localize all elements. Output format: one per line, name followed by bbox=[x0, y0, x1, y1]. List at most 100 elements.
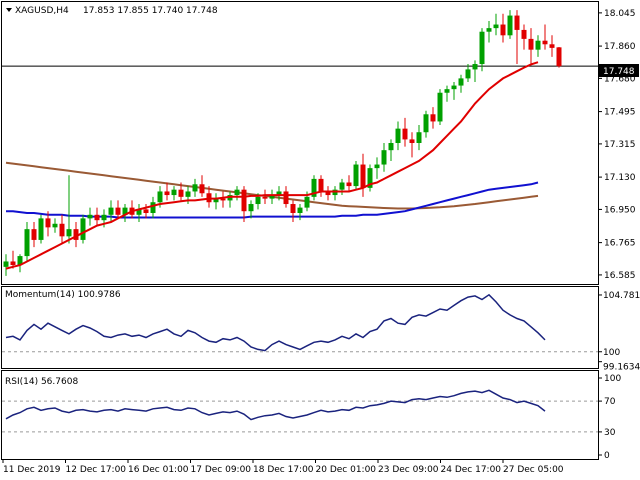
momentum-tick-label: 100 bbox=[603, 348, 620, 358]
candlestick bbox=[402, 117, 408, 147]
candlestick bbox=[171, 186, 177, 201]
candlestick bbox=[514, 10, 520, 65]
candle-body bbox=[17, 256, 23, 266]
candlestick bbox=[367, 164, 373, 192]
candle-body bbox=[101, 214, 107, 221]
symbol-label: XAGUSD,H4 bbox=[15, 6, 69, 16]
candle-body bbox=[346, 182, 352, 187]
candle-body bbox=[80, 218, 86, 240]
y-tick-label: 16.585 bbox=[604, 271, 636, 281]
candle-body bbox=[234, 189, 240, 196]
candlestick bbox=[87, 207, 93, 226]
candle-body bbox=[178, 189, 184, 197]
momentum-tick-label: 99.1634 bbox=[603, 363, 640, 373]
triangle-down-icon[interactable] bbox=[6, 8, 12, 12]
candle-body bbox=[220, 198, 226, 201]
candlestick bbox=[437, 89, 443, 126]
candle-body bbox=[115, 207, 121, 215]
candlestick bbox=[395, 121, 401, 151]
candlestick bbox=[66, 175, 72, 244]
candle-body bbox=[444, 89, 450, 93]
candlestick bbox=[52, 218, 58, 233]
candlestick bbox=[479, 28, 485, 72]
candle-body bbox=[493, 24, 499, 29]
candle-body bbox=[157, 191, 163, 203]
candlestick bbox=[143, 204, 149, 219]
candle-body bbox=[507, 15, 513, 36]
candle-body bbox=[388, 143, 394, 151]
momentum-title: Momentum(14) 100.9786 bbox=[5, 290, 121, 300]
candlestick bbox=[500, 13, 506, 43]
x-tick-label: 23 Dec 09:00 bbox=[378, 465, 439, 475]
candlestick bbox=[164, 182, 170, 201]
candlestick bbox=[269, 189, 275, 205]
candlestick bbox=[150, 196, 156, 219]
candle-body bbox=[150, 202, 156, 213]
momentum-plot bbox=[2, 293, 598, 353]
candle-body bbox=[255, 196, 261, 205]
candle-body bbox=[556, 47, 562, 67]
candle-body bbox=[52, 223, 58, 228]
candle-body bbox=[479, 31, 485, 65]
candlestick bbox=[115, 200, 121, 219]
candlestick bbox=[535, 35, 541, 57]
candlestick bbox=[94, 207, 100, 226]
candlestick bbox=[507, 10, 513, 39]
candle-body bbox=[122, 207, 128, 215]
candle-body bbox=[24, 229, 30, 257]
candlestick bbox=[262, 189, 268, 205]
candle-body bbox=[409, 139, 415, 143]
candlestick bbox=[542, 24, 548, 50]
candle-body bbox=[262, 196, 268, 199]
y-tick-label: 17.495 bbox=[604, 108, 636, 118]
candle-body bbox=[283, 191, 289, 205]
candlestick bbox=[38, 214, 44, 244]
candle-body bbox=[437, 92, 443, 122]
x-tick-label: 17 Dec 09:00 bbox=[191, 465, 252, 475]
candle-body bbox=[185, 191, 191, 197]
candle-body bbox=[31, 229, 37, 240]
candlestick bbox=[374, 157, 380, 179]
candlestick bbox=[528, 28, 534, 65]
candlestick bbox=[311, 175, 317, 201]
rsi-tick-label: 0 bbox=[604, 451, 610, 461]
candle-body bbox=[171, 189, 177, 196]
candlestick bbox=[17, 254, 23, 273]
candle-body bbox=[367, 168, 373, 188]
candle-body bbox=[304, 196, 310, 208]
candlestick bbox=[31, 221, 37, 248]
candlestick bbox=[108, 200, 114, 222]
candle-body bbox=[325, 191, 331, 196]
candlestick bbox=[360, 153, 366, 197]
y-tick-label: 17.130 bbox=[604, 173, 636, 183]
candle-body bbox=[458, 78, 464, 86]
candle-body bbox=[192, 184, 198, 192]
rsi-tick-label: 100 bbox=[604, 374, 621, 384]
candlestick bbox=[178, 182, 184, 201]
sma-fast-line bbox=[5, 61, 539, 270]
price-plot bbox=[2, 10, 598, 276]
candlestick bbox=[136, 204, 142, 222]
momentum-line bbox=[5, 293, 546, 352]
candlestick bbox=[220, 191, 226, 208]
candlestick bbox=[318, 175, 324, 197]
x-tick-label: 18 Dec 17:00 bbox=[253, 465, 314, 475]
candle-body bbox=[381, 150, 387, 165]
candle-body bbox=[108, 207, 114, 215]
axes: 18.045 17.860 17.680 17.495 17.315 17.130 16.9… bbox=[2, 9, 640, 475]
candlestick bbox=[465, 64, 471, 82]
candle-body bbox=[395, 128, 401, 143]
momentum-tick-label: 104.7816 bbox=[603, 291, 640, 301]
candlestick bbox=[122, 204, 128, 222]
candlestick bbox=[451, 81, 457, 100]
candle-body bbox=[136, 209, 142, 215]
candle-body bbox=[528, 38, 534, 50]
current-price-tag bbox=[599, 64, 639, 77]
candle-body bbox=[164, 191, 170, 196]
candlestick bbox=[458, 74, 464, 93]
candle-body bbox=[472, 64, 478, 70]
candle-body bbox=[374, 164, 380, 169]
candlestick bbox=[80, 214, 86, 244]
candlestick bbox=[199, 175, 205, 197]
candlestick bbox=[486, 20, 492, 43]
